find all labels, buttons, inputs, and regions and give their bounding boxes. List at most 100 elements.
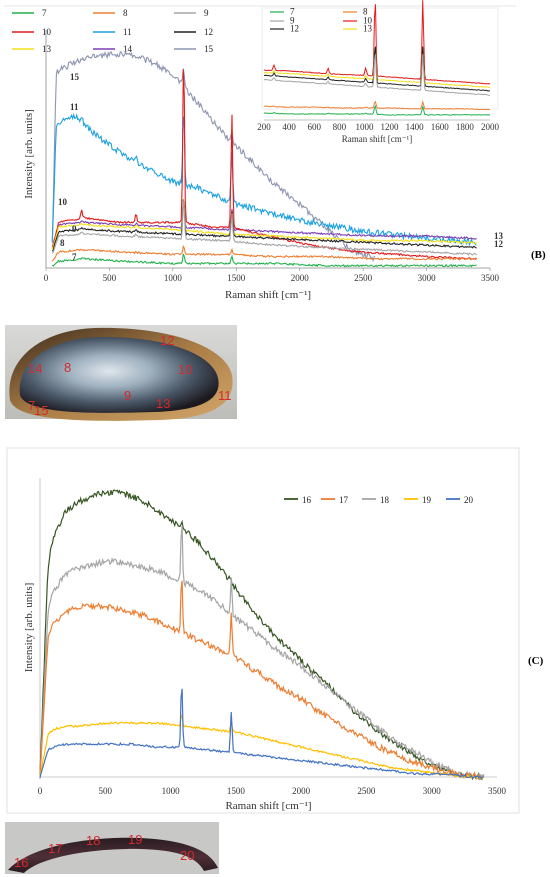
panel-c-frame [6,447,520,814]
x-tick-label: 0 [38,786,43,796]
curve-label: 10 [58,197,68,207]
series-line-16 [39,489,485,781]
legend-label: 13 [42,44,52,54]
inset-legend-label: 9 [290,16,295,26]
inset-x-axis-title: Raman shift [cm⁻¹] [342,134,412,144]
x-tick-label: 3500 [488,786,507,796]
x-tick-label: 0 [44,273,49,283]
panel-b-inset-plot: 7 8 9 10 12 13 200 400 600 800 1000 1200 1400 1600 180… [257,0,500,144]
inset-x-tick-label: 200 [257,122,271,132]
curve-label: 7 [72,252,77,262]
shell-nacre [19,336,219,413]
legend-label: 14 [123,44,133,54]
series-line-19 [39,712,484,779]
series-line-9 [263,54,490,96]
x-axis-title: Raman shift [cm⁻¹] [225,289,311,301]
legend-label: 7 [42,8,47,18]
panel-c-label: (C) [528,655,544,667]
series-line-7 [51,253,477,268]
inset-x-tick-label: 1200 [381,122,400,132]
shell-spot-label: 18 [86,833,100,848]
shell-spot-label: 8 [64,360,71,375]
series-line-8 [263,99,491,111]
shell-photo-b: 12 14 10 8 9 7 11 15 13 [5,325,237,421]
x-tick-label: 1000 [164,273,183,283]
shell-photo-c: 16 17 18 19 20 [5,822,219,874]
legend-label: 9 [204,8,209,18]
panel-b-main-plot: 0 500 1000 1500 2000 2500 3000 3500 Raman shift … [23,30,504,301]
inset-x-tick-label: 1400 [406,122,425,132]
x-tick-label: 2000 [291,273,310,283]
x-tick-label: 500 [103,273,117,283]
y-axis-title: Intensity [arb. units] [23,109,35,199]
series-line-8 [51,244,477,262]
x-axis-title: Raman shift [cm⁻¹] [225,800,311,812]
panel-b-label: (B) [531,249,546,261]
legend-label: 12 [204,27,213,37]
legend-label: 10 [42,27,52,37]
inset-x-tick-label: 1600 [431,122,450,132]
shell-spot-label: 14 [28,361,42,376]
panel-b-legend: 7 8 9 10 11 12 13 14 15 [12,8,214,54]
photo-b-labels: 12 14 10 8 9 7 11 15 13 [28,333,232,418]
legend-label: 8 [123,8,128,18]
legend-label: 15 [204,44,214,54]
shell-spot-label: 7 [28,398,35,413]
series-line-13 [51,198,478,250]
series-line-20 [39,688,485,779]
legend-label: 11 [123,27,132,37]
x-tick-label: 2000 [292,786,311,796]
inset-x-tick-label: 1000 [355,122,374,132]
shell-section [8,837,218,873]
photo-c-labels: 16 17 18 19 20 [14,832,194,870]
inset-x-tick-label: 800 [333,122,347,132]
legend-label: 19 [422,495,432,505]
series-line-11 [51,112,477,247]
series-line-14 [51,199,477,248]
series-line-9 [51,200,477,256]
shell-spot-label: 10 [178,362,192,377]
inset-x-tick-label: 2000 [481,122,500,132]
curve-label: 9 [72,224,77,234]
shell-spot-label: 20 [180,848,194,863]
y-axis-title: Intensity [arb. units] [23,583,35,673]
shell-spot-label: 17 [48,841,62,856]
series-line-10 [51,69,477,260]
shell-spot-label: 13 [156,396,170,411]
x-tick-label: 1500 [227,273,246,283]
legend-label: 20 [464,495,474,505]
curve-label: 12 [494,239,504,249]
curve-label: 13 [494,231,504,241]
inset-x-tick-label: 400 [282,122,296,132]
inset-x-tick-label: 600 [307,122,321,132]
inset-frame [261,7,499,110]
inset-legend-label: 7 [290,7,295,17]
shell-spot-label: 19 [128,832,142,847]
panel-c-legend: 16 17 18 19 20 [284,495,474,505]
x-tick-label: 3500 [481,273,500,283]
inset-legend-label: 12 [290,24,299,34]
curve-label: 11 [70,102,79,112]
series-line-7 [263,104,491,116]
x-tick-label: 3000 [423,786,442,796]
inset-legend: 7 8 9 10 12 13 [270,7,373,34]
panel-c-plot: 0 500 1000 1500 2000 2500 3000 3500 Raman shift … [23,478,507,812]
legend-label: 17 [339,495,349,505]
curve-label: 8 [60,238,65,248]
series-line-12 [51,199,477,252]
series-line-17 [39,580,485,781]
inset-legend-label: 8 [363,7,368,17]
inset-legend-label: 10 [363,16,373,26]
inset-x-tick-label: 1800 [456,122,475,132]
shell-spot-label: 9 [124,388,131,403]
x-tick-label: 1500 [227,786,246,796]
x-tick-label: 2500 [357,786,376,796]
series-line-10 [263,0,491,85]
curve-label: 15 [70,72,80,82]
series-line-18 [39,525,485,781]
legend-label: 18 [380,495,390,505]
shell-spot-label: 15 [34,403,48,418]
series-line-12 [263,46,491,92]
